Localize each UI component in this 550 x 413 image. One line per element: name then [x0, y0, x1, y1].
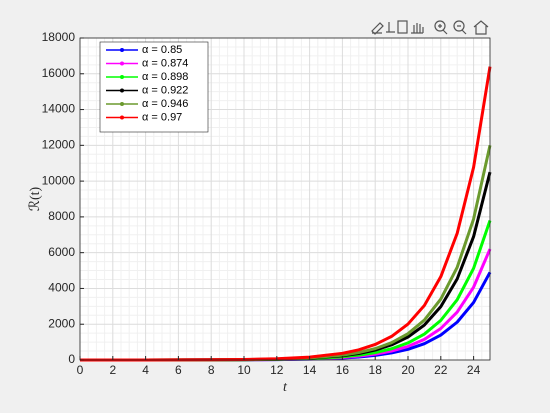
zoom-out-icon[interactable]	[453, 20, 465, 32]
x-tick-label: 20	[401, 363, 415, 377]
x-tick-label: 0	[77, 363, 84, 377]
x-tick-label: 4	[142, 363, 149, 377]
datatip-icon[interactable]	[386, 22, 395, 33]
legend-marker	[120, 115, 124, 120]
legend-marker	[120, 48, 124, 52]
zoom-in-icon[interactable]	[434, 20, 446, 32]
legend-label: α = 0.946	[142, 98, 188, 110]
home-icon[interactable]	[473, 20, 489, 35]
legend-marker	[120, 102, 124, 106]
y-tick-label: 18000	[42, 30, 76, 44]
y-tick-label: 8000	[48, 209, 75, 223]
pan-icon[interactable]	[411, 23, 424, 34]
x-tick-label: 16	[336, 363, 350, 377]
x-tick-label: 14	[303, 363, 317, 377]
y-axis-label: ℛ(t)	[28, 186, 43, 211]
insert-icon[interactable]	[397, 20, 408, 34]
y-tick-label: 10000	[42, 173, 76, 187]
legend-label: α = 0.874	[142, 57, 188, 69]
legend-marker	[120, 75, 124, 79]
y-tick-label: 6000	[48, 245, 75, 259]
y-tick-label: 0	[68, 352, 75, 366]
x-tick-label: 18	[369, 363, 383, 377]
legend-label: α = 0.898	[142, 71, 188, 83]
legend-label: α = 0.922	[142, 84, 188, 96]
legend-marker	[120, 88, 124, 93]
x-tick-label: 8	[208, 363, 215, 377]
x-tick-label: 6	[175, 363, 182, 377]
legend-label: α = 0.97	[142, 111, 182, 123]
y-tick-label: 4000	[48, 281, 75, 295]
y-tick-label: 14000	[42, 102, 76, 116]
x-tick-label: 24	[467, 363, 481, 377]
x-axis-label: t	[283, 380, 288, 395]
y-tick-label: 12000	[42, 138, 76, 152]
y-tick-label: 2000	[48, 316, 75, 330]
x-tick-label: 2	[109, 363, 116, 377]
x-tick-label: 22	[434, 363, 448, 377]
x-tick-label: 10	[237, 363, 251, 377]
y-tick-label: 16000	[42, 66, 76, 80]
toolbar[interactable]	[371, 20, 489, 35]
axes-box	[79, 37, 491, 361]
brush-icon[interactable]	[371, 22, 384, 35]
x-tick-label: 12	[270, 363, 284, 377]
legend-label: α = 0.85	[142, 44, 182, 56]
legend-marker	[120, 61, 124, 66]
